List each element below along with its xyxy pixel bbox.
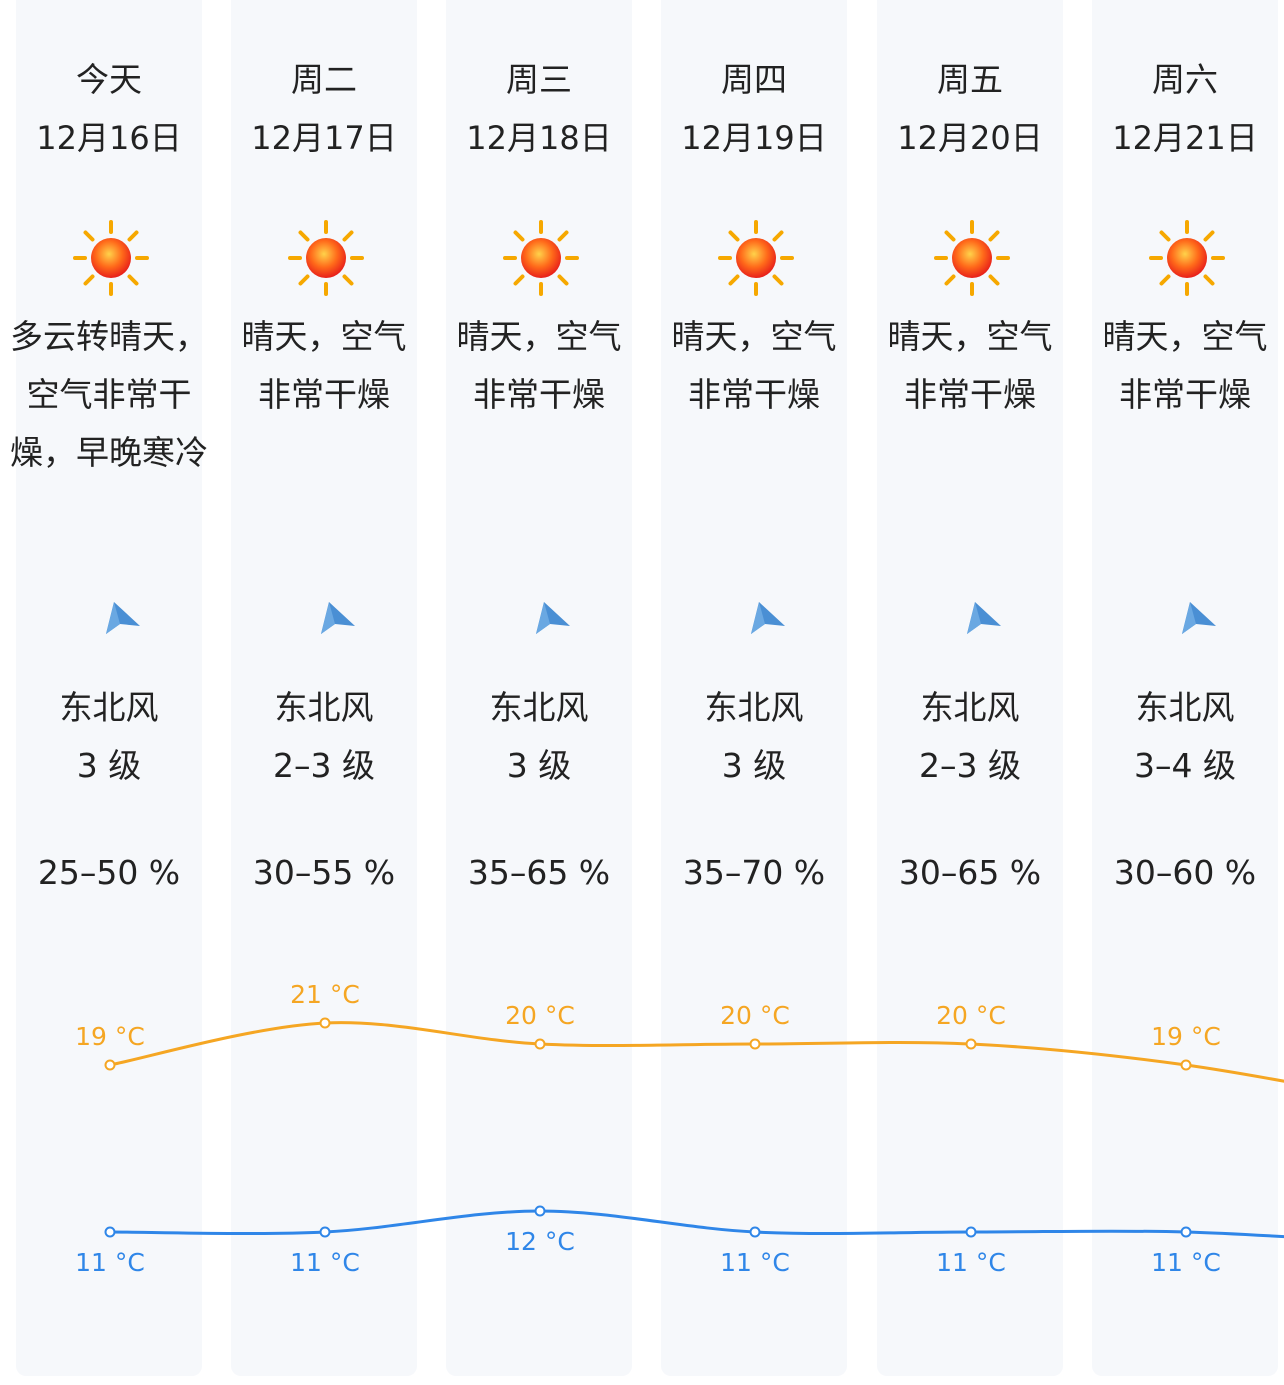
low-temp-point xyxy=(319,1226,331,1238)
sun-icon xyxy=(286,218,366,298)
wind-direction-label: 东北风 xyxy=(704,688,804,727)
wind-level-label: 3–4 级 xyxy=(1134,746,1236,785)
humidity-label: 30–65 % xyxy=(898,853,1042,892)
wind-direction-arrow-icon xyxy=(1172,600,1222,640)
high-temp-value-label: 20 °C xyxy=(720,1001,790,1030)
humidity-label: 35–70 % xyxy=(682,853,826,892)
wind-level-label: 3 级 xyxy=(721,746,787,785)
high-temp-line xyxy=(109,1021,1284,1083)
humidity-label: 30–60 % xyxy=(1113,853,1257,892)
low-temp-point xyxy=(965,1226,977,1238)
humidity-label: 25–50 % xyxy=(37,853,181,892)
sun-icon xyxy=(1147,218,1227,298)
wind-direction-arrow-icon xyxy=(741,600,791,640)
high-temp-point xyxy=(104,1059,116,1071)
wind-direction-arrow-icon xyxy=(526,600,576,640)
wind-direction-label: 东北风 xyxy=(274,688,374,727)
low-temp-value-label: 12 °C xyxy=(505,1227,575,1256)
wind-level-label: 2–3 级 xyxy=(919,746,1021,785)
low-temp-point xyxy=(749,1226,761,1238)
date-label: 12月19日 xyxy=(681,119,827,157)
high-temp-value-label: 19 °C xyxy=(75,1022,145,1051)
wind-direction-arrow-icon xyxy=(957,600,1007,640)
high-temp-value-label: 20 °C xyxy=(936,1001,1006,1030)
sun-icon xyxy=(501,218,581,298)
wind-level-label: 2–3 级 xyxy=(273,746,375,785)
weather-description: 多云转晴天，空气非常干燥，早晚寒冷 xyxy=(10,317,208,472)
high-temp-value-label: 19 °C xyxy=(1151,1022,1221,1051)
date-label: 12月21日 xyxy=(1112,119,1258,157)
high-temp-point xyxy=(534,1038,546,1050)
wind-direction-label: 东北风 xyxy=(1135,688,1235,727)
sun-icon xyxy=(716,218,796,298)
high-temp-value-label: 21 °C xyxy=(290,980,360,1009)
high-temp-point xyxy=(319,1017,331,1029)
date-label: 12月17日 xyxy=(251,119,397,157)
weather-description: 晴天，空气非常干燥 xyxy=(671,317,837,414)
high-temp-value-label: 20 °C xyxy=(505,1001,575,1030)
wind-level-label: 3 级 xyxy=(76,746,142,785)
wind-direction-label: 东北风 xyxy=(489,688,589,727)
wind-direction-label: 东北风 xyxy=(59,688,159,727)
wind-direction-label: 东北风 xyxy=(920,688,1020,727)
wind-level-label: 3 级 xyxy=(506,746,572,785)
day-label: 周二 xyxy=(291,60,357,99)
weather-description: 晴天，空气非常干燥 xyxy=(887,317,1053,414)
day-label: 周四 xyxy=(721,60,787,99)
low-temp-point xyxy=(104,1226,116,1238)
date-label: 12月20日 xyxy=(897,119,1043,157)
low-temp-point xyxy=(534,1205,546,1217)
day-label: 周五 xyxy=(937,60,1003,99)
date-label: 12月16日 xyxy=(36,119,182,157)
high-temp-point xyxy=(749,1038,761,1050)
wind-direction-arrow-icon xyxy=(311,600,361,640)
day-column[interactable]: 周五 12月20日晴天，空气非常干燥东北风 2–3 级 30–65 % xyxy=(877,0,1063,1376)
low-temp-value-label: 11 °C xyxy=(290,1248,360,1277)
low-temp-point xyxy=(1180,1226,1192,1238)
weather-description: 晴天，空气非常干燥 xyxy=(1102,317,1268,414)
low-temp-value-label: 11 °C xyxy=(720,1248,790,1277)
low-temp-line xyxy=(109,1209,1284,1239)
day-column[interactable]: 周二 12月17日晴天，空气非常干燥东北风 2–3 级 30–55 % xyxy=(231,0,417,1376)
high-temp-point xyxy=(965,1038,977,1050)
weather-description: 晴天，空气非常干燥 xyxy=(456,317,622,414)
day-column[interactable]: 今天 12月16日多云转晴天，空气非常干燥，早晚寒冷东北风 3 级 25–50 % xyxy=(10,0,208,1376)
sun-icon xyxy=(932,218,1012,298)
humidity-label: 35–65 % xyxy=(467,853,611,892)
humidity-label: 30–55 % xyxy=(252,853,396,892)
day-label: 今天 xyxy=(76,60,142,99)
sun-icon xyxy=(71,218,151,298)
low-temp-value-label: 11 °C xyxy=(936,1248,1006,1277)
date-label: 12月18日 xyxy=(466,119,612,157)
low-temp-value-label: 11 °C xyxy=(75,1248,145,1277)
day-label: 周三 xyxy=(506,60,572,99)
day-label: 周六 xyxy=(1152,60,1218,99)
day-column[interactable]: 周六 12月21日晴天，空气非常干燥东北风 3–4 级 30–60 % xyxy=(1092,0,1278,1376)
day-column[interactable]: 周三 12月18日晴天，空气非常干燥东北风 3 级 35–65 % xyxy=(446,0,632,1376)
weather-description: 晴天，空气非常干燥 xyxy=(241,317,407,414)
day-column[interactable]: 周四 12月19日晴天，空气非常干燥东北风 3 级 35–70 % xyxy=(661,0,847,1376)
wind-direction-arrow-icon xyxy=(96,600,146,640)
low-temp-value-label: 11 °C xyxy=(1151,1248,1221,1277)
high-temp-point xyxy=(1180,1059,1192,1071)
